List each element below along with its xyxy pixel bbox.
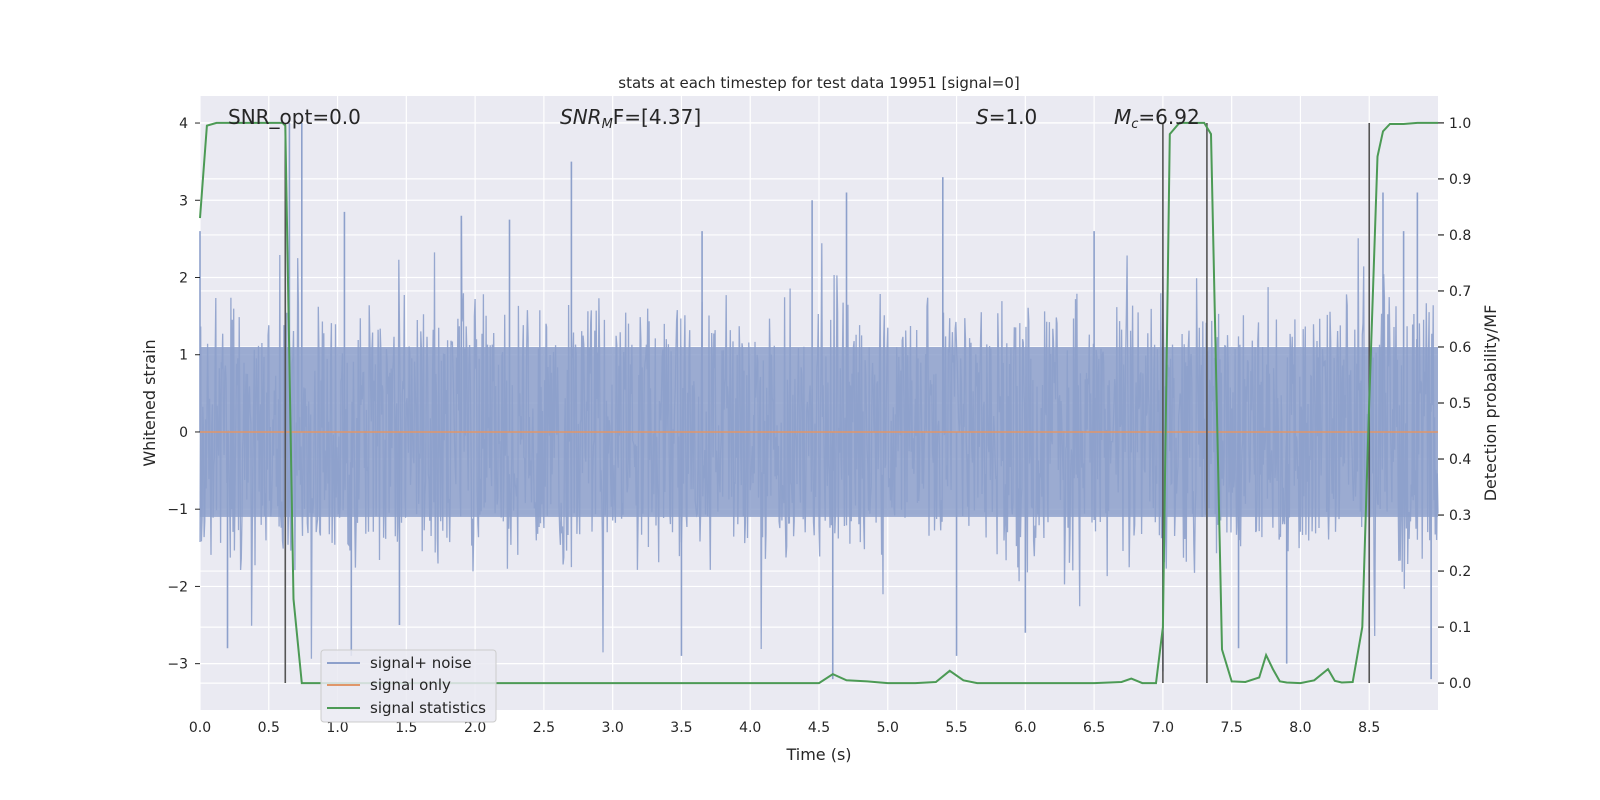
y2-tick-label: 0.8 [1449, 228, 1471, 244]
y-tick-label: −1 [167, 502, 188, 518]
y2-tick-label: 0.9 [1449, 172, 1471, 188]
x-tick-label: 5.5 [945, 720, 967, 736]
s-rest: =1.0 [989, 105, 1038, 129]
legend-label-signal: signal only [370, 676, 451, 694]
x-tick-label: 7.5 [1221, 720, 1243, 736]
x-tick-label: 3.0 [602, 720, 624, 736]
mc-rest: =6.92 [1138, 105, 1199, 129]
y-tick-label: 4 [179, 116, 188, 132]
x-tick-label: 1.5 [395, 720, 417, 736]
y2-tick-label: 0.6 [1449, 340, 1471, 356]
y-tick-label: 0 [179, 425, 188, 441]
annotation-s: S=1.0 [976, 105, 1037, 129]
signal-statistics-series [199, 121, 1438, 685]
x-tick-label: 2.5 [533, 720, 555, 736]
y2-tick-label: 0.2 [1449, 564, 1471, 580]
snr-mf-main: SNR [560, 105, 602, 129]
y2-tick-label: 1.0 [1449, 116, 1471, 132]
y2-tick-label: 0.3 [1449, 508, 1471, 524]
y-tick-label: 2 [179, 270, 188, 286]
y2-tick-label: 0.4 [1449, 452, 1471, 468]
y2-axis-ticks: 1.0 0.9 0.8 0.7 0.6 0.5 0.4 0.3 0.2 0.1 0.0 [1438, 116, 1471, 692]
x-tick-label: 8.0 [1289, 720, 1311, 736]
annotation-snr-opt: SNR_opt=0.0 [228, 105, 361, 129]
x-tick-label: 0.5 [258, 720, 280, 736]
x-axis-label: Time (s) [785, 745, 851, 764]
x-axis-ticks: 0.0 0.5 1.0 1.5 2.0 2.5 3.0 3.5 4.0 4.5 5.0 5.5 6.0 6… [189, 720, 1380, 736]
x-tick-label: 6.0 [1014, 720, 1036, 736]
legend-label-noise: signal+ noise [370, 654, 472, 672]
x-tick-label: 4.0 [739, 720, 761, 736]
y2-tick-label: 0.7 [1449, 284, 1471, 300]
y-axis-label: Whitened strain [140, 339, 159, 466]
legend: signal+ noise signal only signal statist… [320, 649, 497, 723]
x-tick-label: 6.5 [1083, 720, 1105, 736]
mc-sub: c [1131, 117, 1138, 132]
annotation-snr-mf: SNRMF=[4.37] [560, 105, 701, 132]
y-axis-ticks: 4 3 2 1 0 −1 −2 −3 [167, 116, 200, 673]
legend-label-stats: signal statistics [370, 699, 486, 717]
chart-title: stats at each timestep for test data 199… [618, 74, 1019, 92]
x-tick-label: 1.0 [326, 720, 348, 736]
x-tick-label: 5.0 [877, 720, 899, 736]
y-tick-label: 3 [179, 193, 188, 209]
y-tick-label: −3 [167, 657, 188, 673]
y-tick-label: 1 [179, 348, 188, 364]
x-tick-label: 4.5 [808, 720, 830, 736]
legend-box [320, 649, 497, 723]
mc-main: M [1114, 105, 1131, 129]
x-tick-label: 0.0 [189, 720, 211, 736]
x-tick-label: 2.0 [464, 720, 486, 736]
y2-axis-label: Detection probability/MF [1481, 305, 1500, 502]
signal-statistics-line [199, 121, 1438, 685]
snr-mf-sub: M [602, 117, 613, 132]
annotation-mc: Mc=6.92 [1114, 105, 1200, 132]
y2-tick-label: 0.0 [1449, 676, 1471, 692]
snr-mf-rest: F=[4.37] [613, 105, 701, 129]
x-tick-label: 7.0 [1152, 720, 1174, 736]
y2-tick-label: 0.1 [1449, 620, 1471, 636]
y2-tick-label: 0.5 [1449, 396, 1471, 412]
x-tick-label: 8.5 [1358, 720, 1380, 736]
x-tick-label: 3.5 [670, 720, 692, 736]
y-tick-label: −2 [167, 579, 188, 595]
s-main: S [976, 105, 989, 129]
